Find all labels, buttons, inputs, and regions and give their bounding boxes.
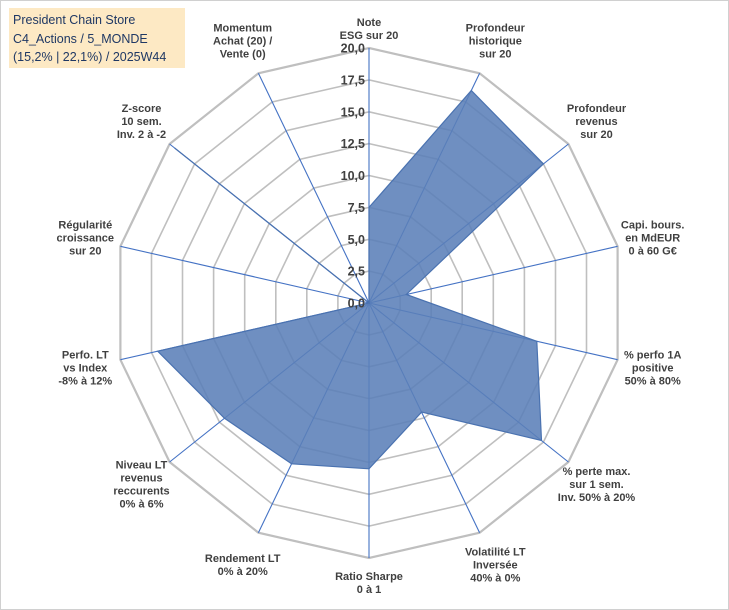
axis-label-line: Régularité — [58, 220, 112, 232]
tick-label: 7,5 — [348, 201, 365, 215]
axis-label-line: Volatilité LT — [465, 547, 526, 559]
axis-label-line: % perte max. — [563, 466, 631, 478]
radar-spoke — [368, 245, 618, 304]
radar-tick-labels: 0,0 2,5 5,0 7,5 10,0 12,5 15,0 17,5 20,0 — [341, 42, 365, 311]
radar-spoke — [257, 73, 370, 304]
axis-label-line: positive — [632, 362, 674, 374]
axis-label-line: Capi. bours. — [621, 220, 685, 232]
axis-label-line: Achat (20) / — [213, 35, 272, 47]
axis-label-line: Vente (0) — [220, 48, 266, 60]
axis-label-line: sur 1 sem. — [569, 479, 623, 491]
axis-label: % perte max.sur 1 sem.Inv. 50% à 20% — [558, 466, 636, 504]
axis-label-line: -8% à 12% — [58, 375, 112, 387]
axis-label-line: Inv. 2 à -2 — [117, 129, 166, 141]
axis-label-line: Note — [357, 17, 381, 29]
axis-label-line: Perfo. LT — [62, 349, 109, 361]
tick-label: 20,0 — [341, 42, 365, 56]
chart-title-box: President Chain Store C4_Actions / 5_MON… — [9, 8, 185, 68]
tick-label: 5,0 — [348, 233, 365, 247]
axis-label-line: 0 à 1 — [357, 584, 381, 596]
chart-title-line-2: C4_Actions / 5_MONDE — [13, 31, 148, 46]
tick-label: 17,5 — [341, 73, 365, 87]
axis-label-line: 0% à 6% — [119, 498, 163, 510]
tick-label: 12,5 — [341, 137, 365, 151]
axis-label-line: revenus — [575, 116, 617, 128]
axis-label-line: % perfo 1A — [624, 349, 682, 361]
tick-label: 10,0 — [341, 169, 365, 183]
axis-label-line: revenus — [120, 472, 162, 484]
axis-label-line: Inversée — [473, 560, 518, 572]
axis-label-line: 0% à 20% — [218, 566, 268, 578]
tick-label: 0,0 — [348, 297, 365, 311]
tick-label: 15,0 — [341, 105, 365, 119]
chart-title-line-1: President Chain Store — [13, 13, 136, 27]
axis-label-line: historique — [469, 35, 522, 47]
axis-label-line: ESG sur 20 — [340, 30, 399, 42]
axis-label-line: Z-score — [122, 103, 162, 115]
axis-label-line: sur 20 — [479, 48, 511, 60]
axis-label-line: en MdEUR — [625, 233, 680, 245]
axis-label: Rendement LT0% à 20% — [205, 553, 281, 578]
axis-label-line: Niveau LT — [116, 459, 168, 471]
axis-label-line: Inv. 50% à 20% — [558, 492, 636, 504]
axis-label-line: Profondeur — [466, 22, 526, 34]
axis-label-line: Profondeur — [567, 103, 627, 115]
axis-label-line: 40% à 0% — [470, 573, 520, 585]
radar-spoke — [120, 245, 370, 304]
tick-label: 2,5 — [348, 265, 365, 279]
axis-label-line: sur 20 — [69, 246, 101, 258]
axis-label-line: reccurents — [113, 485, 169, 497]
axis-label-line: Momentum — [213, 22, 272, 34]
radar-series — [156, 89, 545, 470]
axis-label-line: 50% à 80% — [625, 375, 681, 387]
axis-label-line: 0 à 60 G€ — [629, 246, 677, 258]
axis-label-line: Rendement LT — [205, 553, 281, 565]
chart-title-line-3: (15,2% | 22,1%) / 2025W44 — [13, 50, 167, 64]
axis-label-line: croissance — [57, 233, 114, 245]
axis-label-line: sur 20 — [580, 129, 612, 141]
axis-label-line: 10 sem. — [121, 116, 161, 128]
axis-label-line: Ratio Sharpe — [335, 571, 403, 583]
axis-label-line: vs Index — [63, 362, 108, 374]
